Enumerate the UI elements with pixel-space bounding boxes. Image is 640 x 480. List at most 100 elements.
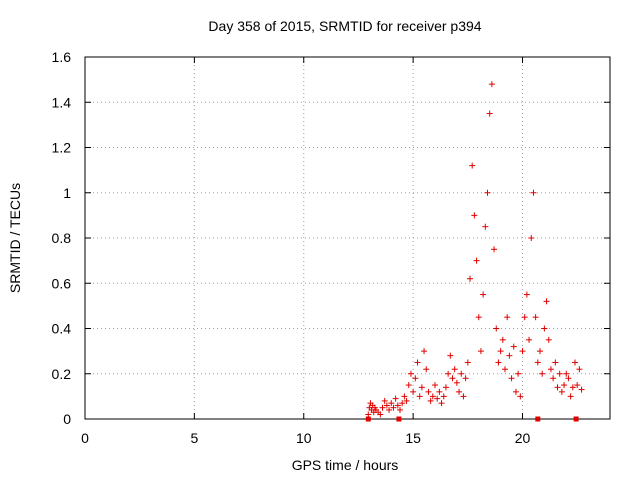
data-point (576, 366, 583, 373)
data-point (390, 404, 397, 411)
data-point (523, 291, 530, 298)
data-points (365, 81, 585, 422)
data-point (447, 352, 454, 359)
data-point (365, 411, 372, 418)
grid-lines (85, 57, 610, 419)
data-point (458, 370, 465, 377)
data-point (386, 406, 393, 413)
data-point (578, 386, 585, 393)
data-point (567, 393, 574, 400)
data-point (488, 81, 495, 88)
data-point (506, 352, 513, 359)
y-tick-label: 0 (63, 411, 71, 427)
data-point (537, 348, 543, 355)
x-tick-label: 5 (190, 430, 198, 446)
data-point (392, 395, 399, 402)
data-point (499, 336, 506, 343)
y-tick-label: 0.6 (52, 275, 72, 291)
data-point (449, 375, 456, 382)
data-point (456, 388, 463, 395)
data-point (495, 359, 502, 366)
data-point (526, 336, 533, 343)
y-tick-label: 0.4 (52, 321, 72, 337)
data-point (545, 336, 552, 343)
data-point (436, 388, 443, 395)
y-tick-label: 1 (63, 185, 71, 201)
zero-marker (365, 416, 371, 422)
data-point (438, 400, 445, 407)
data-point (432, 382, 438, 389)
data-point (510, 343, 517, 350)
data-point (502, 366, 508, 373)
data-point (414, 359, 421, 366)
data-point (480, 291, 487, 298)
y-tick-label: 0.2 (52, 366, 72, 382)
data-point (423, 366, 430, 373)
y-tick-label: 1.6 (52, 49, 72, 65)
x-tick-label: 10 (296, 430, 312, 446)
data-point (427, 397, 434, 404)
data-point (484, 189, 491, 196)
x-tick-label: 0 (81, 430, 89, 446)
y-axis-label: SRMTID / TECUs (7, 183, 23, 293)
data-point (512, 388, 519, 395)
zero-marker (535, 416, 541, 422)
zero-marker (396, 416, 402, 422)
data-point (475, 314, 482, 321)
data-point (471, 212, 478, 219)
data-point (508, 375, 515, 382)
zero-marker (573, 416, 579, 422)
data-point (410, 388, 417, 395)
data-point (381, 397, 388, 404)
y-tick-label: 1.4 (52, 94, 72, 110)
data-point (554, 384, 561, 391)
data-point (569, 384, 576, 391)
data-point (547, 366, 554, 373)
data-point (561, 382, 568, 389)
data-point (519, 348, 526, 355)
data-point (412, 375, 419, 382)
data-point (473, 257, 480, 264)
data-point (429, 393, 436, 400)
data-point (377, 411, 384, 418)
data-point (493, 325, 500, 332)
y-tick-label: 1.2 (52, 140, 72, 156)
data-point (379, 404, 386, 411)
data-point (401, 393, 408, 400)
data-point (388, 400, 395, 407)
data-point (541, 325, 548, 332)
data-point (572, 359, 578, 366)
data-point (425, 388, 432, 395)
data-point (530, 189, 537, 196)
axis-ticks: 0 5 10 15 20 0 0.2 0.4 0.6 0.8 1 1.2 1.4 1.6 (52, 49, 610, 446)
data-point (469, 162, 476, 169)
data-point (563, 370, 570, 377)
data-point (558, 388, 565, 395)
data-point (467, 275, 473, 282)
data-point (515, 370, 522, 377)
data-point (464, 359, 471, 366)
data-point (462, 375, 469, 382)
data-point (497, 348, 504, 355)
data-point (451, 366, 458, 373)
data-point (517, 393, 524, 400)
data-point (434, 395, 441, 402)
data-point (574, 382, 581, 389)
data-point (416, 393, 423, 400)
data-point (403, 397, 410, 404)
data-point (504, 314, 511, 321)
data-point (528, 235, 535, 241)
data-point (460, 393, 467, 400)
data-point (397, 406, 403, 413)
data-point (445, 370, 452, 377)
data-point (539, 370, 546, 377)
data-point (407, 370, 414, 377)
data-point (421, 348, 428, 355)
x-tick-label: 20 (515, 430, 531, 446)
x-axis-label: GPS time / hours (292, 457, 399, 473)
data-point (482, 223, 489, 230)
data-point (534, 359, 541, 366)
data-point (442, 384, 449, 391)
